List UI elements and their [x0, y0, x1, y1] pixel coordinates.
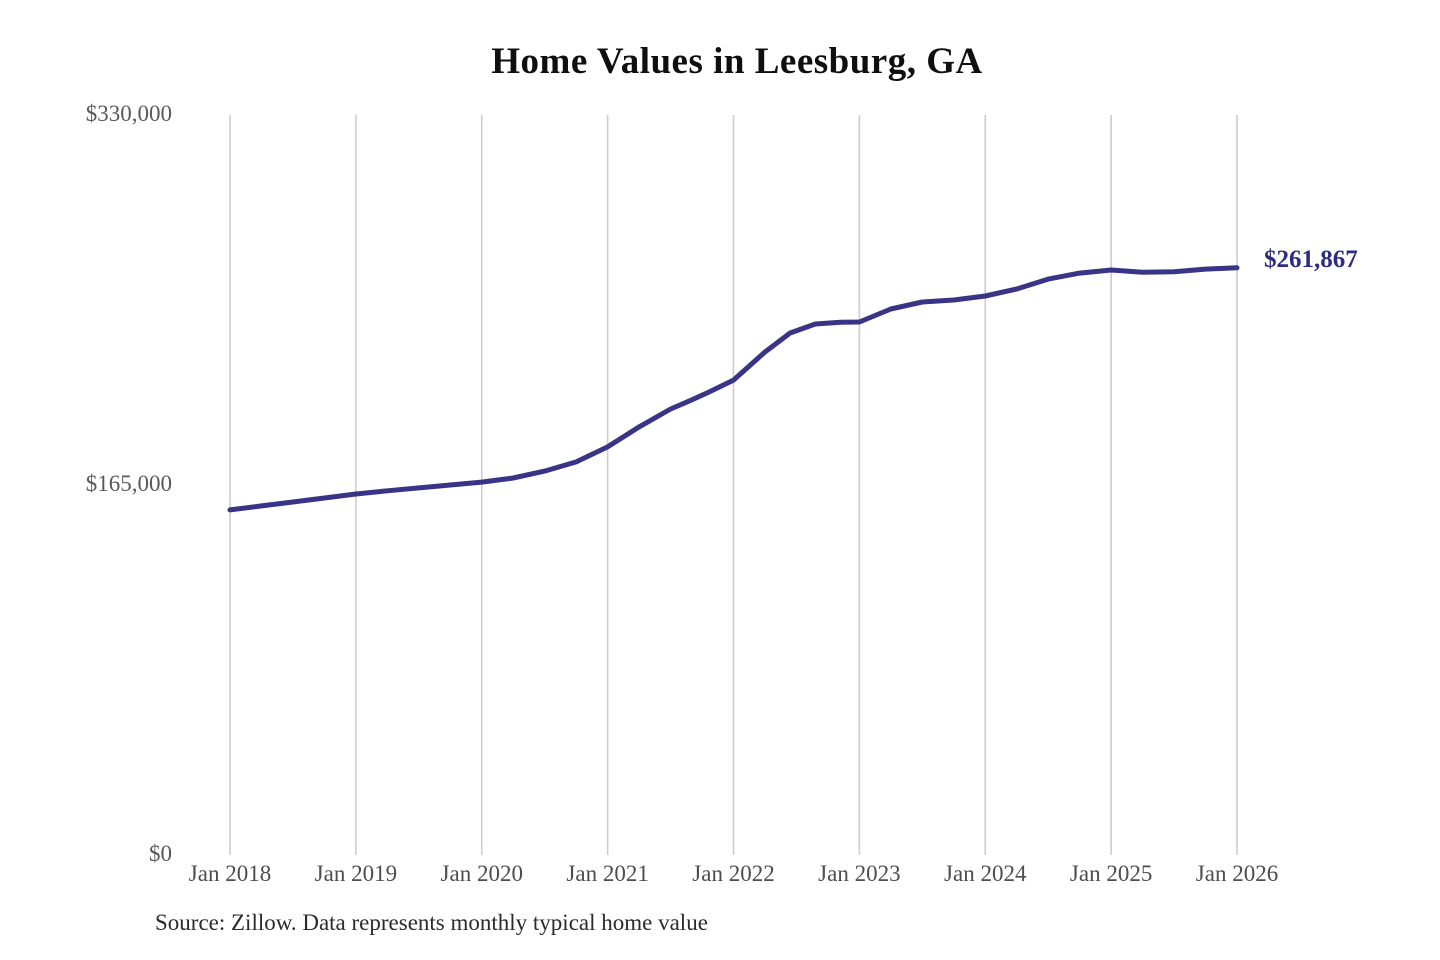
source-note: Source: Zillow. Data represents monthly …	[155, 910, 708, 935]
x-tick-label: Jan 2023	[818, 861, 901, 886]
chart-title: Home Values in Leesburg, GA	[491, 41, 983, 82]
x-tick-label: Jan 2020	[440, 861, 523, 886]
x-tick-label: Jan 2021	[566, 861, 649, 886]
y-tick-label: $165,000	[85, 471, 172, 496]
x-tick-label: Jan 2026	[1195, 861, 1279, 886]
x-tick-label: Jan 2019	[314, 861, 398, 886]
x-tick-label: Jan 2024	[944, 861, 1027, 886]
x-tick-label: Jan 2022	[692, 861, 775, 886]
y-tick-label: $0	[149, 841, 172, 866]
y-tick-label: $330,000	[85, 101, 172, 126]
current-value-label: $261,867	[1264, 246, 1358, 273]
home-value-line	[227, 265, 1240, 513]
x-tick-label: Jan 2018	[188, 861, 272, 886]
x-tick-label: Jan 2025	[1069, 861, 1153, 886]
